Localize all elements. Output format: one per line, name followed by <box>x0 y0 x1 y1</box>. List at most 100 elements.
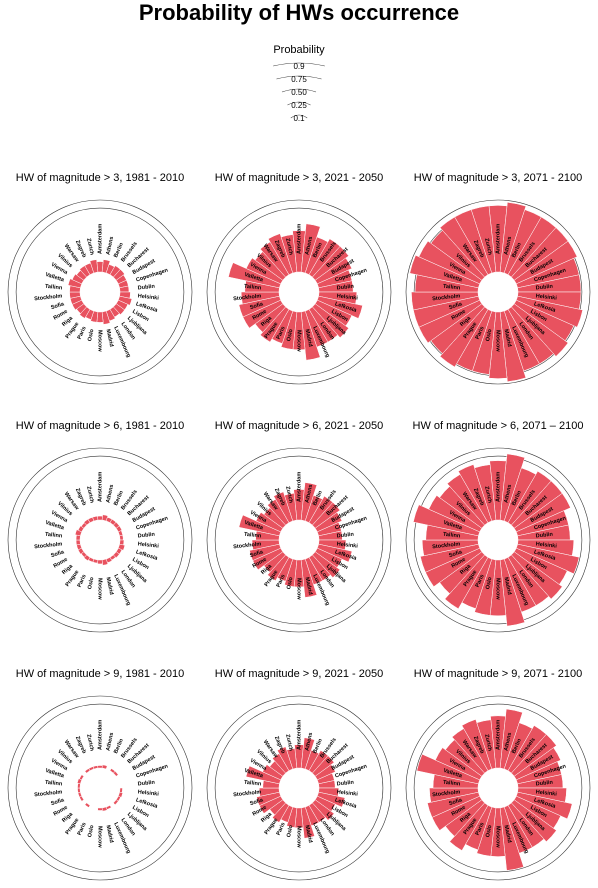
legend-arc <box>287 101 311 106</box>
legend-graphic: 0.9 0.75 0.50 0.25 0.1 <box>273 62 325 123</box>
city-label: Valletta <box>442 520 463 532</box>
legend-level-label: 0.25 <box>291 101 307 110</box>
bar-athens <box>101 514 109 522</box>
city-label: Tallinn <box>443 284 461 292</box>
city-label: Sofia <box>448 301 464 311</box>
city-label: Helsinki <box>137 541 159 549</box>
city-label: Dublin <box>337 532 355 540</box>
bar-lefkosia <box>117 791 124 798</box>
bar-ljubljana <box>312 799 335 821</box>
city-label: Valletta <box>44 768 65 780</box>
city-label: Amsterdam <box>97 472 103 502</box>
city-label: Tallinn <box>244 284 262 292</box>
radial-chart-panel: HW of magnitude > 3, 2071 - 2100 Amsterda… <box>398 172 598 392</box>
city-label: Dublin <box>337 780 355 788</box>
bar-vienna <box>262 764 284 781</box>
bar-oslo <box>476 806 497 857</box>
city-label: Athens <box>304 484 314 503</box>
city-label: Stockholm <box>432 789 461 798</box>
outer-ring <box>206 447 392 633</box>
city-label: Oslo <box>286 576 295 590</box>
inner-ring <box>15 455 185 625</box>
bar-moscow <box>488 311 508 379</box>
bar-valletta <box>76 778 83 785</box>
city-label: Tallinn <box>45 284 63 292</box>
panel-title: HW of magnitude > 9, 2021 - 2050 <box>214 668 384 680</box>
bar-zagreb <box>461 719 493 772</box>
city-label: Valletta <box>44 520 65 532</box>
city-label: Oslo <box>485 824 494 838</box>
city-label: Madrid <box>105 329 115 348</box>
city-label: Oslo <box>87 576 96 590</box>
city-label: Paris <box>77 574 88 589</box>
city-label: Amsterdam <box>97 720 103 750</box>
bar-stockholm <box>258 787 280 797</box>
bar-zurich <box>284 492 298 522</box>
bar-athens <box>300 223 321 274</box>
city-label: Zurich <box>483 734 492 752</box>
bar-madrid <box>101 310 111 325</box>
bar-zurich <box>92 765 99 770</box>
bar-stockholm <box>251 539 280 551</box>
city-label: Stockholm <box>34 541 63 550</box>
legend-level-label: 0.75 <box>291 75 307 84</box>
bar-athens <box>499 453 526 522</box>
panel-title: HW of magnitude > 3, 2071 - 2100 <box>413 172 583 184</box>
radial-chart-panel: HW of magnitude > 6, 2071 – 2100 Amsterda… <box>398 420 598 640</box>
city-label: Zurich <box>483 238 492 256</box>
bar-zagreb <box>276 746 294 772</box>
city-label: Sofia <box>249 549 265 559</box>
city-label: Paris <box>77 326 88 341</box>
bar-prague <box>272 802 290 823</box>
radial-chart-panel: HW of magnitude > 9, 1981 - 2010 Amsterda… <box>0 668 200 888</box>
radial-chart-panel: HW of magnitude > 6, 2021 - 2050 Amsterda… <box>199 420 399 640</box>
bar-valletta <box>238 514 282 537</box>
city-label: Amsterdam <box>495 224 501 254</box>
radial-chart-panel: HW of magnitude > 3, 2021 - 2050 Amsterda… <box>199 172 399 392</box>
city-label: Helsinki <box>336 789 358 797</box>
bar-sofia <box>77 791 83 798</box>
city-label: Oslo <box>87 328 96 342</box>
bar-sofia <box>420 543 481 573</box>
circular-bar-chart: Amsterdam AthensBerlinBrusselsBucharestBu… <box>7 447 193 633</box>
city-label: Moscow <box>296 330 302 352</box>
bar-oslo <box>90 310 99 323</box>
legend-title: Probability <box>273 44 325 56</box>
city-label: Amsterdam <box>495 472 501 502</box>
city-label: Oslo <box>286 824 295 838</box>
bar-athens <box>499 202 527 274</box>
bar-zurich <box>286 748 298 770</box>
bar-madrid <box>300 558 318 598</box>
bar-zurich <box>89 259 99 274</box>
bar-prague <box>84 802 91 808</box>
city-label: Dublin <box>536 284 554 292</box>
bar-madrid <box>499 558 526 627</box>
city-label: Amsterdam <box>296 224 302 254</box>
bar-budapest <box>314 257 353 285</box>
city-label: Paris <box>475 574 486 589</box>
bar-valletta <box>245 765 282 785</box>
city-label: Athens <box>304 236 314 255</box>
city-label: Sofia <box>249 797 265 807</box>
legend-arc <box>290 114 308 119</box>
city-label: Athens <box>105 732 115 751</box>
circular-bar-chart: Amsterdam AthensBerlinBrusselsBucharestBu… <box>206 447 392 633</box>
bar-budapest <box>115 525 123 533</box>
city-label: Sofia <box>249 301 265 311</box>
city-label: Dublin <box>536 780 554 788</box>
outer-ring <box>405 447 591 633</box>
city-label: Sofia <box>50 301 66 311</box>
city-label: Moscow <box>296 826 302 848</box>
city-label: Helsinki <box>336 541 358 549</box>
bar-zagreb <box>273 491 294 524</box>
city-label: Dublin <box>138 532 156 540</box>
panel-title: HW of magnitude > 9, 2071 - 2100 <box>413 668 583 680</box>
bar-vienna <box>428 495 483 533</box>
city-label: Dublin <box>138 284 156 292</box>
bar-amsterdam <box>97 765 103 769</box>
bar-copenhagen <box>117 530 124 537</box>
inner-ring <box>214 703 384 873</box>
city-label: Sofia <box>448 797 464 807</box>
bar-ljubljana <box>113 303 125 315</box>
bar-vienna <box>245 257 284 285</box>
